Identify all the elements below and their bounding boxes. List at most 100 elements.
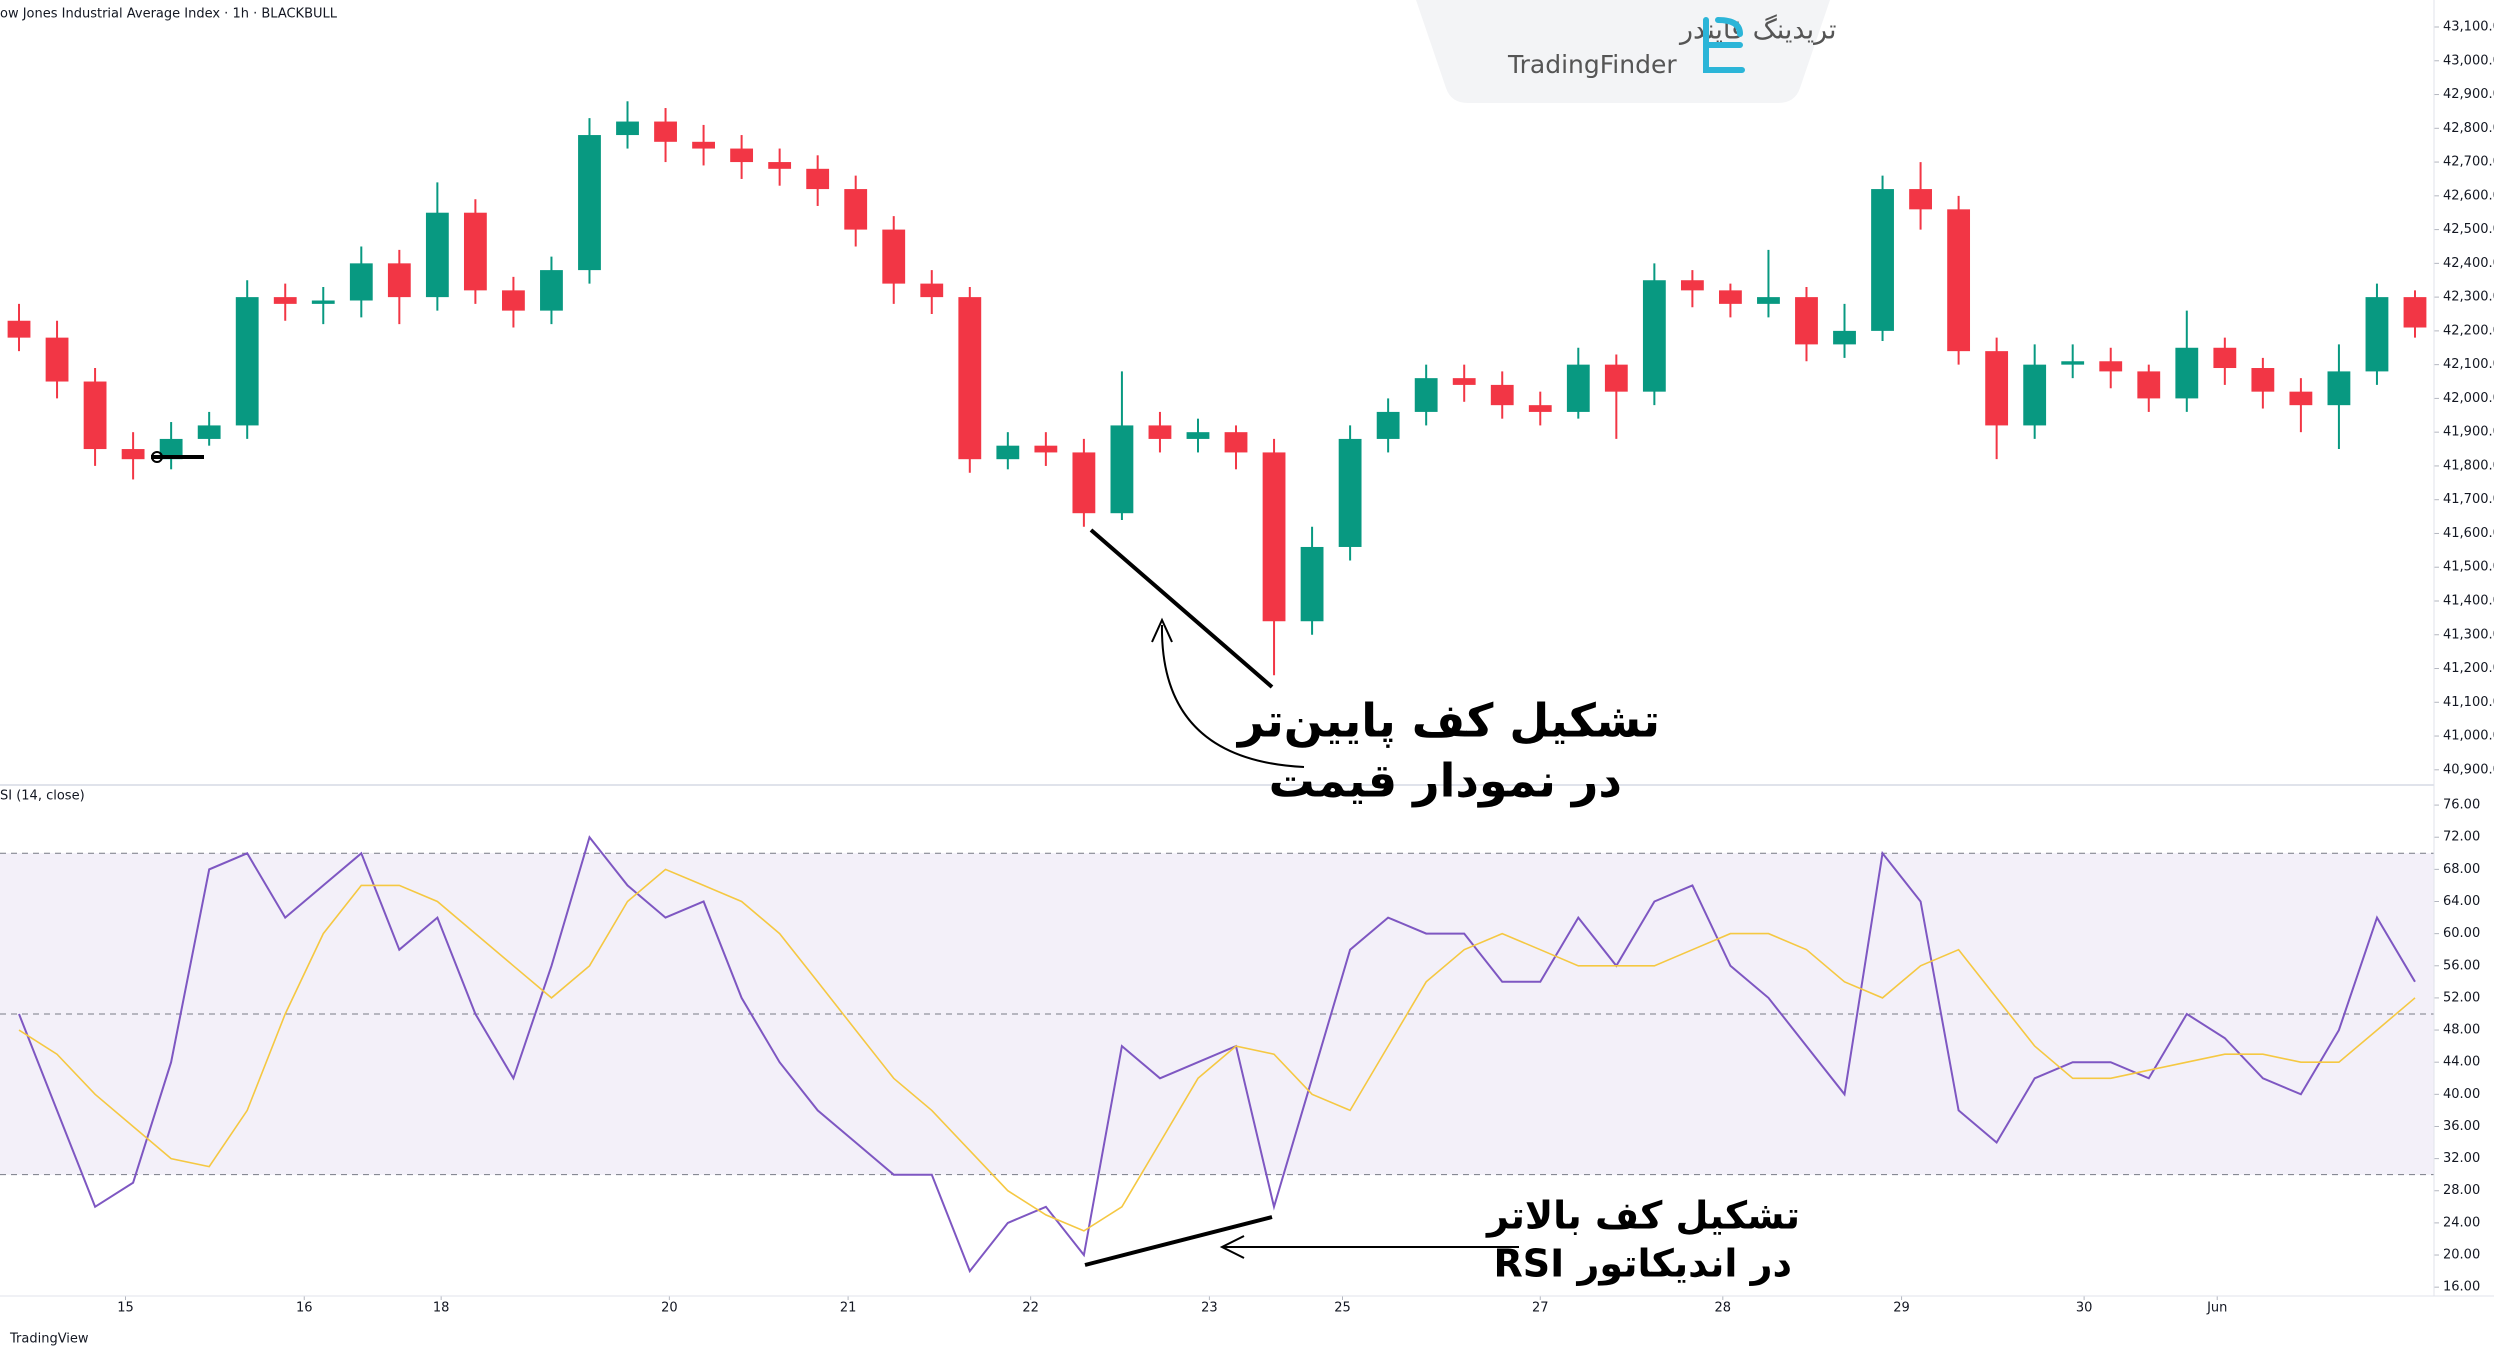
candle-body (387, 263, 411, 298)
candle-body (1452, 378, 1476, 385)
candle-body (197, 425, 221, 439)
y-tick-label: 64.00 (2443, 894, 2480, 909)
candle-body (425, 212, 449, 298)
candle-body (2213, 347, 2237, 369)
x-tick-label: 21 (840, 1301, 857, 1316)
y-tick-label: 32.00 (2443, 1151, 2480, 1166)
logo-background (1416, 0, 1830, 103)
y-tick-label: 41,000.00 (2443, 729, 2494, 744)
price-lower-low-line (1089, 528, 1274, 689)
annotation-text: در نمودار قیمت (1269, 754, 1622, 808)
x-tick-label: 20 (661, 1301, 678, 1316)
logo-english: TradingFinder (1507, 50, 1677, 79)
y-tick-label: 42,400.00 (2443, 256, 2494, 271)
arrow-head (1219, 1235, 1245, 1259)
x-tick-label: 27 (1532, 1301, 1549, 1316)
y-tick-label: 41,900.00 (2443, 425, 2494, 440)
candle-body (159, 438, 183, 460)
y-tick-label: 41,700.00 (2443, 492, 2494, 507)
logo-icon (1703, 17, 1745, 73)
y-tick-label: 42,500.00 (2443, 222, 2494, 237)
candle-body (311, 300, 335, 304)
candle-body (2365, 297, 2389, 372)
y-tick-label: 41,500.00 (2443, 560, 2494, 575)
logo-persian: تریدینگ فایندر (1678, 14, 1837, 46)
candle-body (920, 283, 944, 298)
y-tick-label: 43,100.00 (2443, 20, 2494, 35)
y-tick-label: 76.00 (2443, 798, 2480, 813)
candle-body (958, 297, 982, 460)
x-tick-label: 22 (1022, 1301, 1039, 1316)
footer-brand: TradingView (9, 1332, 89, 1347)
y-tick-label: 42,100.00 (2443, 357, 2494, 372)
candle-body (121, 449, 145, 460)
arrow-head (1151, 617, 1173, 643)
candle-body (882, 229, 906, 284)
candle-body (540, 270, 563, 311)
y-tick-label: 36.00 (2443, 1119, 2480, 1134)
indicator-title: SI (14, close) (0, 789, 85, 804)
y-tick-label: 42,200.00 (2443, 323, 2494, 338)
y-tick-label: 40.00 (2443, 1087, 2480, 1102)
level-anchor (151, 451, 163, 463)
candle-body (768, 162, 792, 169)
y-tick-label: 41,300.00 (2443, 627, 2494, 642)
y-tick-label: 42,800.00 (2443, 121, 2494, 136)
candle-body (996, 445, 1020, 460)
candle-body (654, 121, 677, 142)
annotation-text: تشکیل کف پایین‌تر (1236, 694, 1660, 749)
x-tick-label: 23 (1201, 1301, 1218, 1316)
y-tick-label: 42,000.00 (2443, 391, 2494, 406)
candle-body (2099, 361, 2123, 372)
candle-body (2137, 371, 2161, 399)
candle-body (1871, 189, 1894, 331)
candle-body (1338, 438, 1362, 547)
candle-body (1034, 445, 1058, 453)
y-tick-label: 28.00 (2443, 1183, 2480, 1198)
candle-body (2403, 297, 2427, 328)
y-tick-label: 24.00 (2443, 1215, 2480, 1230)
series-line (18, 835, 2416, 1274)
candle-body (844, 189, 868, 230)
candle-body (1376, 411, 1400, 439)
y-tick-label: 42,600.00 (2443, 188, 2494, 203)
candle-body (1414, 378, 1438, 412)
candle-body (1909, 189, 1932, 210)
candle-body (806, 168, 830, 190)
candle-body (463, 212, 487, 291)
candle-body (7, 320, 31, 338)
y-tick-label: 41,600.00 (2443, 526, 2494, 541)
candle-body (616, 121, 639, 136)
candle-body (2327, 371, 2351, 406)
candle-body (2289, 391, 2313, 406)
candle-body (1833, 330, 1856, 345)
curved-arrow (1160, 624, 1305, 768)
candle-body (692, 141, 715, 149)
candle-body (349, 263, 373, 301)
candle-body (1642, 280, 1666, 392)
x-tick-label: 18 (433, 1301, 450, 1316)
y-tick-label: 20.00 (2443, 1248, 2480, 1263)
y-tick-label: 41,100.00 (2443, 695, 2494, 710)
candle-body (1300, 546, 1324, 622)
y-tick-label: 43,000.00 (2443, 53, 2494, 68)
candle-body (1072, 452, 1096, 514)
candle-body (1224, 432, 1248, 453)
candle-body (1148, 425, 1172, 439)
y-tick-label: 60.00 (2443, 926, 2480, 941)
candle-body (2023, 364, 2047, 426)
y-tick-label: 42,700.00 (2443, 155, 2494, 170)
candle-body (1719, 290, 1742, 304)
y-tick-label: 42,900.00 (2443, 87, 2494, 102)
y-tick-label: 16.00 (2443, 1280, 2480, 1295)
y-tick-label: 56.00 (2443, 958, 2480, 973)
candle-body (1566, 364, 1590, 412)
x-tick-label: 30 (2076, 1301, 2093, 1316)
candle-body (83, 381, 107, 450)
candle-body (1680, 280, 1704, 291)
candle-body (1528, 405, 1552, 412)
y-tick-label: 40,900.00 (2443, 762, 2494, 777)
annotation-text: تشکیل کف بالاتر (1485, 1194, 1800, 1238)
y-tick-label: 41,800.00 (2443, 458, 2494, 473)
